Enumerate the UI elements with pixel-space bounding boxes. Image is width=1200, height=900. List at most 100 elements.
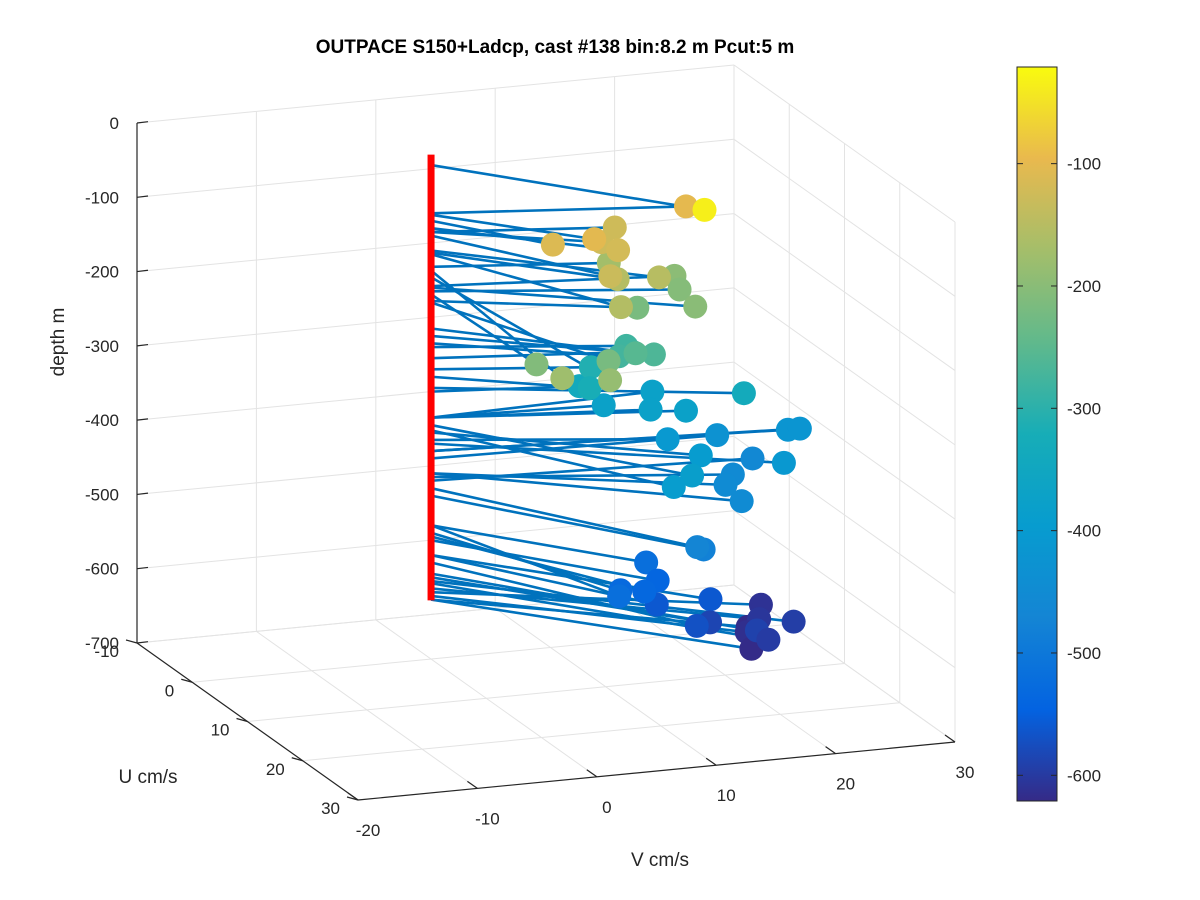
velocity-stick bbox=[430, 213, 595, 241]
z-tick-mark bbox=[136, 195, 149, 198]
z-tick-label: -600 bbox=[85, 560, 119, 579]
data-point bbox=[646, 265, 671, 290]
data-point bbox=[634, 550, 659, 575]
plot-area bbox=[427, 154, 812, 661]
data-point bbox=[756, 627, 781, 652]
x-tick-label: -20 bbox=[356, 821, 381, 840]
data-point bbox=[673, 194, 698, 219]
z-tick-mark bbox=[136, 641, 149, 644]
back-wall-grid-line bbox=[136, 64, 735, 124]
data-point bbox=[729, 489, 754, 514]
z-tick-label: -400 bbox=[85, 411, 119, 430]
back-wall-grid-line bbox=[136, 213, 735, 273]
velocity-stick bbox=[431, 261, 609, 269]
side-wall-grid-line bbox=[733, 138, 956, 297]
y-axis-label: U cm/s bbox=[118, 767, 177, 788]
velocity-stick bbox=[431, 205, 687, 215]
velocity-stick bbox=[430, 301, 609, 363]
data-point bbox=[731, 381, 756, 406]
colorbar-tick-label: -300 bbox=[1067, 399, 1101, 418]
velocity-stick bbox=[430, 553, 711, 601]
side-wall-grid-line bbox=[733, 510, 956, 669]
x-tick-mark bbox=[347, 792, 359, 801]
colorbar-bar bbox=[1016, 66, 1058, 802]
data-point bbox=[661, 474, 686, 499]
side-wall-grid-line bbox=[733, 213, 956, 371]
y-tick-mark bbox=[291, 757, 303, 762]
data-point bbox=[582, 227, 607, 252]
data-point bbox=[680, 463, 705, 488]
data-point bbox=[641, 342, 666, 367]
data-point bbox=[606, 238, 631, 263]
data-point bbox=[655, 427, 680, 452]
velocity-stick bbox=[430, 524, 647, 564]
z-tick-mark bbox=[136, 418, 149, 421]
chart-title: OUTPACE S150+Ladcp, cast #138 bin:8.2 m … bbox=[316, 37, 795, 58]
data-point bbox=[596, 349, 621, 374]
z-tick-mark bbox=[136, 492, 149, 496]
velocity-stick bbox=[430, 427, 800, 453]
y-tick-mark bbox=[181, 678, 193, 683]
data-point bbox=[524, 352, 549, 377]
data-point bbox=[550, 366, 575, 391]
data-point bbox=[787, 416, 812, 441]
data-point bbox=[683, 294, 708, 319]
data-point bbox=[684, 613, 709, 638]
z-tick-label: -700 bbox=[85, 634, 119, 653]
velocity-stick bbox=[430, 538, 658, 582]
side-wall-grid-line bbox=[733, 64, 956, 223]
data-point bbox=[540, 232, 565, 257]
z-tick-label: -500 bbox=[85, 485, 119, 504]
data-point bbox=[608, 295, 633, 320]
x-tick-label: 10 bbox=[717, 786, 736, 805]
colorbar-tick-label: -200 bbox=[1067, 277, 1101, 296]
z-axis-label: depth m bbox=[48, 308, 69, 377]
velocity-stick bbox=[430, 390, 653, 419]
velocity-stick bbox=[430, 230, 602, 244]
x-tick-label: 0 bbox=[602, 798, 611, 817]
data-point bbox=[577, 376, 602, 401]
x-tick-mark bbox=[944, 734, 956, 743]
x-tick-mark bbox=[825, 746, 836, 755]
x-tick-mark bbox=[586, 769, 598, 778]
y-tick-mark bbox=[236, 717, 248, 723]
back-wall-grid-line bbox=[136, 435, 735, 495]
data-point bbox=[598, 368, 623, 393]
velocity-stick bbox=[430, 486, 698, 549]
colorbar-tick-label: -600 bbox=[1067, 766, 1101, 785]
x-axis-line bbox=[357, 741, 956, 801]
data-point bbox=[692, 197, 717, 222]
x-tick-label: 30 bbox=[956, 763, 975, 782]
x-tick-label: -10 bbox=[475, 809, 500, 828]
data-point bbox=[623, 341, 648, 366]
data-point bbox=[698, 587, 723, 612]
z-tick-mark bbox=[136, 566, 149, 570]
x-axis-label: V cm/s bbox=[631, 850, 689, 871]
velocity-stick bbox=[430, 598, 752, 651]
z-tick-mark bbox=[136, 269, 149, 273]
z-tick-mark bbox=[136, 343, 149, 347]
velocity-stick bbox=[431, 288, 680, 293]
data-point bbox=[705, 423, 730, 448]
x-tick-mark bbox=[705, 757, 717, 766]
data-point bbox=[632, 579, 657, 604]
data-point bbox=[640, 379, 665, 404]
z-tick-label: 0 bbox=[110, 114, 119, 133]
velocity-stick bbox=[430, 293, 538, 366]
y-tick-mark bbox=[346, 796, 359, 801]
colorbar-tick-label: -100 bbox=[1067, 155, 1101, 174]
data-point bbox=[685, 535, 710, 560]
data-point bbox=[638, 397, 663, 422]
velocity-stick bbox=[431, 344, 627, 349]
y-tick-label: -10 bbox=[94, 642, 119, 661]
y-tick-label: 10 bbox=[211, 721, 230, 740]
x-tick-label: 20 bbox=[836, 775, 855, 794]
floor-grid-line bbox=[247, 663, 845, 722]
velocity-stick bbox=[430, 163, 705, 212]
data-point bbox=[607, 584, 632, 609]
data-point bbox=[667, 277, 692, 302]
z-tick-mark bbox=[136, 121, 149, 124]
y-tick-mark bbox=[125, 639, 138, 644]
colorbar: -100 -200 -300 -400 -500 -600 bbox=[1016, 66, 1101, 802]
